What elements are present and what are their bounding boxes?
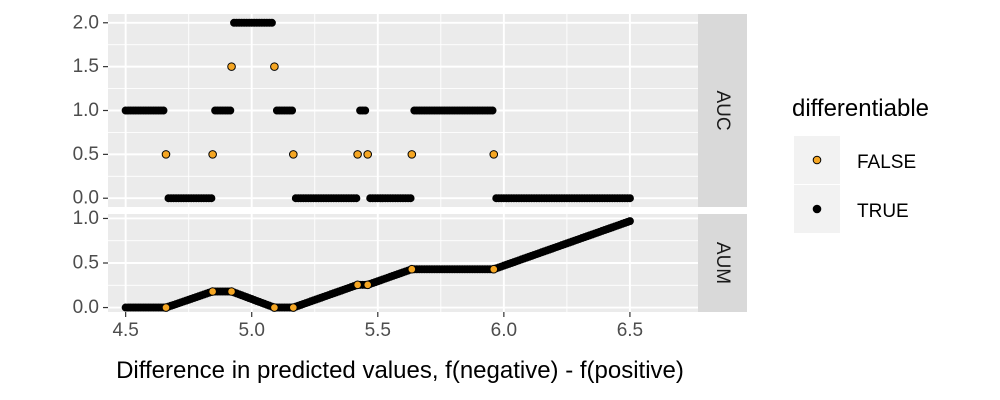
panel-aum-major-grid xyxy=(108,214,698,312)
point-false xyxy=(208,287,217,296)
point-true xyxy=(488,106,497,115)
point-true xyxy=(226,106,235,115)
point-false xyxy=(353,280,362,290)
point-false xyxy=(161,303,171,312)
legend-label-false: FALSE xyxy=(857,152,916,173)
point-true xyxy=(159,106,168,115)
point-true xyxy=(625,217,634,226)
legend-title: differentiable xyxy=(792,95,929,122)
legend: differentiable FALSE TRUE xyxy=(792,95,929,233)
y-tick-label-1: 0.5 xyxy=(73,144,99,165)
panel-aum-true-points xyxy=(121,217,634,312)
point-true xyxy=(267,18,276,27)
panel-auc-strip xyxy=(698,14,747,207)
panel-aum: 0.0 0.5 1.0 AUM xyxy=(73,208,747,318)
x-tick-label-4: 6.5 xyxy=(617,320,643,341)
point-false xyxy=(407,264,417,274)
point-false xyxy=(363,280,373,290)
panel-aum-y-tick-labels: 0.0 0.5 1.0 xyxy=(73,208,99,318)
panel-auc-false-points xyxy=(161,62,499,159)
point-false xyxy=(227,62,236,71)
point-false xyxy=(270,62,279,71)
x-tick-label-2: 5.5 xyxy=(365,320,391,341)
point-true xyxy=(406,194,415,203)
y-tick-label-2: 1.0 xyxy=(73,100,99,121)
y-tick-label-2: 1.0 xyxy=(73,208,99,229)
point-false xyxy=(353,150,362,159)
panel-auc: 0.0 0.5 1.0 1.5 2.0 AUC xyxy=(73,12,747,209)
x-tick-label-0: 4.5 xyxy=(112,320,138,341)
panel-auc-y-tick-labels: 0.0 0.5 1.0 1.5 2.0 xyxy=(73,12,99,208)
panel-auc-strip-label: AUC xyxy=(712,90,733,130)
legend-key-false xyxy=(812,155,822,165)
point-true xyxy=(352,194,361,203)
panel-auc-true-points xyxy=(121,18,634,203)
point-false xyxy=(407,150,417,159)
point-false xyxy=(289,303,298,312)
x-tick-labels: 4.5 5.0 5.5 6.0 6.5 xyxy=(112,320,643,341)
legend-key-true xyxy=(812,204,822,214)
panel-aum-false-points xyxy=(161,264,499,312)
y-tick-label-4: 2.0 xyxy=(73,12,99,33)
panel-aum-strip xyxy=(698,214,747,312)
y-tick-label-1: 0.5 xyxy=(73,253,99,274)
point-false xyxy=(489,264,499,274)
point-true xyxy=(625,194,634,203)
x-tick-marks xyxy=(125,312,631,317)
point-false xyxy=(161,150,171,159)
y-tick-label-0: 0.0 xyxy=(73,297,99,318)
y-tick-label-3: 1.5 xyxy=(73,56,99,77)
legend-label-true: TRUE xyxy=(857,201,909,222)
x-axis-title: Difference in predicted values, f(negati… xyxy=(116,357,684,384)
y-tick-label-0: 0.0 xyxy=(73,188,99,209)
point-false xyxy=(270,303,279,312)
point-true xyxy=(207,194,216,203)
panel-auc-y-tick-marks xyxy=(103,22,108,199)
point-false xyxy=(227,287,236,296)
x-tick-label-1: 5.0 xyxy=(239,320,265,341)
point-true xyxy=(361,106,370,115)
point-false xyxy=(289,150,298,159)
point-false xyxy=(489,150,499,159)
point-true xyxy=(288,106,297,115)
panel-aum-y-tick-marks xyxy=(103,217,108,309)
point-false xyxy=(208,150,217,159)
x-tick-label-3: 6.0 xyxy=(491,320,517,341)
panel-aum-strip-label: AUM xyxy=(712,242,733,284)
point-false xyxy=(363,150,373,159)
x-axis: 4.5 5.0 5.5 6.0 6.5 xyxy=(112,312,643,341)
